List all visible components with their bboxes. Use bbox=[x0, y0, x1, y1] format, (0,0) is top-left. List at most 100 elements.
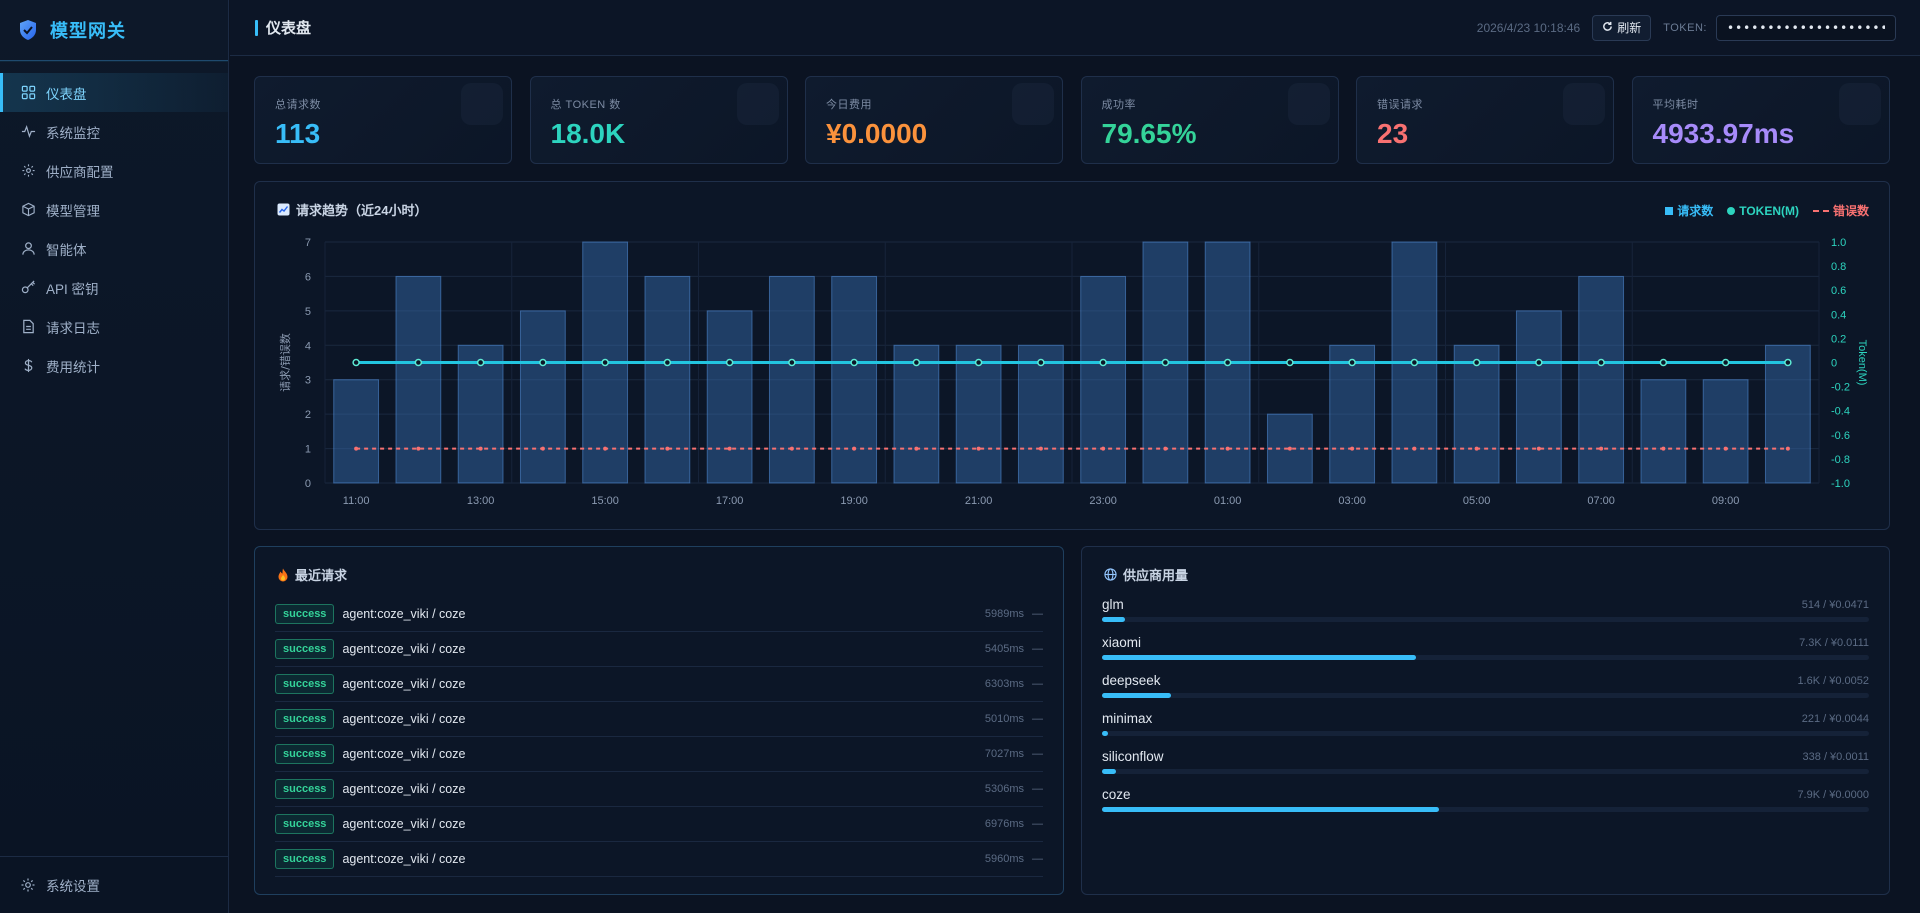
error-point bbox=[1350, 446, 1355, 451]
stat-value: 4933.97ms bbox=[1652, 118, 1795, 149]
sidebar-item-settings[interactable]: 系统设置 bbox=[0, 856, 228, 913]
request-name: agent:coze_viki / coze bbox=[342, 677, 466, 691]
recent-request-row[interactable]: success agent:coze_viki / coze 5405ms — bbox=[275, 632, 1043, 667]
recent-request-row[interactable]: success agent:coze_viki / coze 5010ms — bbox=[275, 702, 1043, 737]
refresh-icon bbox=[1602, 21, 1613, 35]
vendor-item-xiaomi: xiaomi 7.3K / ¥0.0111 bbox=[1102, 635, 1869, 673]
dollar-icon bbox=[20, 358, 36, 374]
error-point bbox=[540, 446, 545, 451]
request-latency: 5960ms bbox=[984, 853, 1024, 865]
request-latency: 5010ms bbox=[984, 713, 1024, 725]
bar-2000 bbox=[893, 344, 940, 484]
sidebar-nav: 仪表盘 系统监控 供应商配置 模型管理 智能体 API 密钥请求日志费用统计 bbox=[0, 73, 228, 385]
request-latency: 5306ms bbox=[984, 783, 1024, 795]
vendor-usage-bar bbox=[1102, 731, 1869, 736]
error-point bbox=[1287, 446, 1292, 451]
sidebar-item-activity[interactable]: 系统监控 bbox=[0, 112, 228, 151]
error-point bbox=[1536, 446, 1541, 451]
page-title: 仪表盘 bbox=[266, 20, 312, 37]
token-input[interactable] bbox=[1716, 14, 1896, 41]
error-point bbox=[1723, 446, 1728, 451]
refresh-button[interactable]: 刷新 bbox=[1592, 14, 1652, 41]
total-tokens-card: 总 TOKEN 数 18.0K bbox=[529, 76, 788, 164]
bar-2300 bbox=[1080, 275, 1127, 484]
recent-request-row[interactable]: success agent:coze_viki / coze 6976ms — bbox=[275, 807, 1043, 842]
error-point bbox=[727, 446, 732, 451]
sidebar-item-dashboard[interactable]: 仪表盘 bbox=[0, 73, 228, 112]
error-point bbox=[852, 446, 857, 451]
header-right: 2026/4/23 10:18:46 刷新 TOKEN: bbox=[1477, 14, 1896, 41]
y2-tick-label: 0.6 bbox=[1831, 285, 1846, 297]
sidebar-item-user[interactable]: 智能体 bbox=[0, 229, 228, 268]
recent-request-row[interactable]: success agent:coze_viki / coze 5989ms — bbox=[275, 597, 1043, 632]
vendor-usage-fill bbox=[1102, 655, 1417, 660]
status-badge: success bbox=[275, 744, 335, 764]
bar-1300 bbox=[457, 344, 504, 484]
request-extra: — bbox=[1032, 818, 1043, 830]
y2-tick-label: 0.8 bbox=[1831, 261, 1846, 273]
stat-label: 错误请求 bbox=[1377, 99, 1423, 111]
status-badge: success bbox=[275, 709, 335, 729]
sidebar-item-key[interactable]: API 密钥 bbox=[0, 268, 228, 307]
sidebar-item-document[interactable]: 请求日志 bbox=[0, 307, 228, 346]
legend-item[interactable]: TOKEN(M) bbox=[1727, 204, 1799, 218]
vendor-name: minimax bbox=[1102, 711, 1153, 726]
request-name: agent:coze_viki / coze bbox=[342, 852, 466, 866]
vendor-title: 供应商用量 bbox=[1104, 565, 1188, 584]
title-accent-bar bbox=[255, 19, 258, 36]
vendor-usage-fill bbox=[1102, 807, 1440, 812]
sidebar-item-settings[interactable]: 供应商配置 bbox=[0, 151, 228, 190]
token-point bbox=[1286, 358, 1294, 367]
trend-title-text: 请求趋势（近24小时） bbox=[296, 203, 428, 218]
recent-request-row[interactable]: success agent:coze_viki / coze 5960ms — bbox=[275, 842, 1043, 877]
recent-request-row[interactable]: success agent:coze_viki / coze 6303ms — bbox=[275, 667, 1043, 702]
y2-tick-label: -0.8 bbox=[1831, 454, 1850, 466]
sidebar-item-label: API 密钥 bbox=[46, 281, 99, 297]
request-extra: — bbox=[1032, 713, 1043, 725]
vendor-stats: 1.6K / ¥0.0052 bbox=[1797, 675, 1869, 687]
request-extra: — bbox=[1032, 748, 1043, 760]
bar-1600 bbox=[644, 275, 691, 484]
y-tick-label: 4 bbox=[305, 340, 311, 352]
vendor-item-minimax: minimax 221 / ¥0.0044 bbox=[1102, 711, 1869, 749]
error-point bbox=[603, 446, 608, 451]
bar-1400 bbox=[519, 310, 566, 484]
token-point bbox=[850, 358, 858, 367]
bar-0500 bbox=[1453, 344, 1500, 484]
vendor-stats: 514 / ¥0.0471 bbox=[1801, 599, 1869, 611]
bar-1800 bbox=[768, 275, 815, 484]
y2-tick-label: -1.0 bbox=[1831, 478, 1850, 490]
app-title: 模型网关 bbox=[50, 21, 126, 41]
error-point bbox=[478, 446, 483, 451]
x-tick-label: 17:00 bbox=[716, 495, 744, 507]
token-point bbox=[1597, 358, 1605, 367]
vendor-usage-bar bbox=[1102, 617, 1869, 622]
stat-label: 平均耗时 bbox=[1652, 99, 1699, 111]
error-point bbox=[1038, 446, 1043, 451]
token-point bbox=[1535, 358, 1543, 367]
error-point bbox=[416, 446, 421, 451]
stat-value: 113 bbox=[275, 118, 321, 149]
sidebar-item-dollar[interactable]: 费用统计 bbox=[0, 346, 228, 385]
y-tick-label: 2 bbox=[305, 409, 311, 421]
legend-dash-icon bbox=[1812, 209, 1829, 212]
error-point bbox=[354, 446, 359, 451]
recent-requests-panel: 最近请求 success agent:coze_viki / coze 5989ms… bbox=[254, 546, 1064, 895]
recent-request-row[interactable]: success agent:coze_viki / coze 7027ms — bbox=[275, 737, 1043, 772]
bar-2200 bbox=[1017, 344, 1064, 484]
legend-item[interactable]: 错误数 bbox=[1812, 202, 1869, 219]
error-point bbox=[1412, 446, 1417, 451]
legend-label: 错误数 bbox=[1832, 204, 1869, 218]
sidebar-item-label: 费用统计 bbox=[46, 359, 100, 375]
error-point bbox=[789, 446, 794, 451]
document-icon bbox=[20, 319, 36, 335]
vendor-usage-bar bbox=[1102, 655, 1869, 660]
vendor-item-glm: glm 514 / ¥0.0471 bbox=[1102, 597, 1869, 635]
recent-request-row[interactable]: success agent:coze_viki / coze 5306ms — bbox=[275, 772, 1043, 807]
cube-icon bbox=[20, 202, 36, 218]
recent-title: 最近请求 bbox=[277, 565, 347, 584]
legend-item[interactable]: 请求数 bbox=[1665, 202, 1713, 219]
y-tick-label: 1 bbox=[305, 444, 311, 456]
sidebar-item-cube[interactable]: 模型管理 bbox=[0, 190, 228, 229]
status-badge: success bbox=[275, 814, 335, 834]
